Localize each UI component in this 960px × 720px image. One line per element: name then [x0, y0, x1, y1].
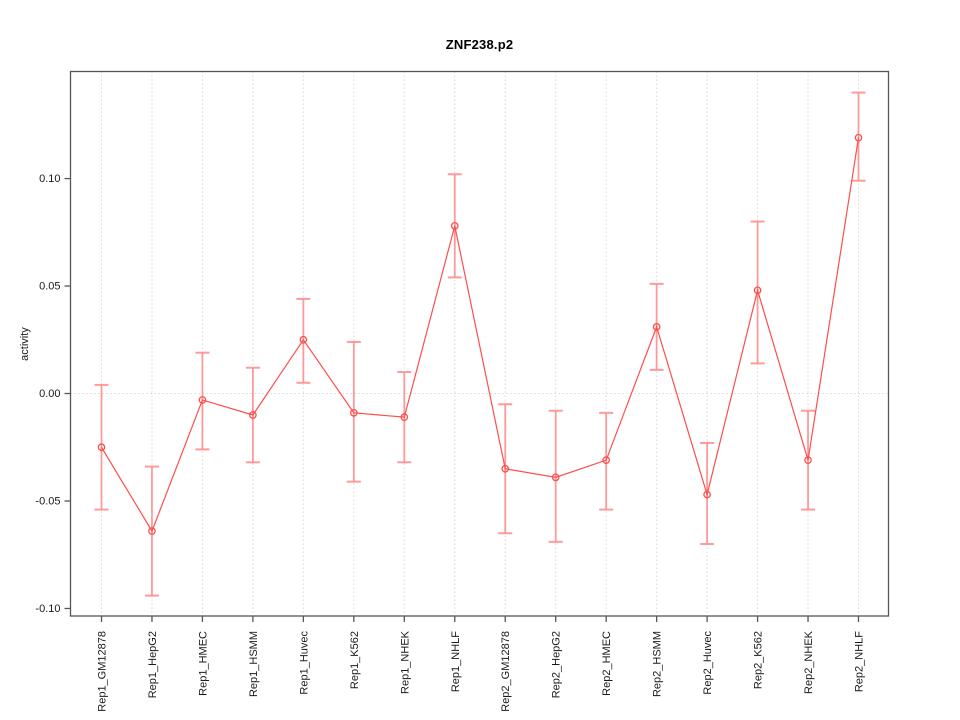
y-tick-label: -0.10 [35, 603, 60, 615]
data-point-marker [551, 473, 560, 482]
data-point-marker [854, 133, 863, 142]
x-category-label: Rep2_NHEK [803, 630, 815, 694]
x-category-label: Rep1_HepG2 [147, 631, 159, 698]
x-category-label: Rep1_Huvec [298, 631, 310, 695]
data-point-marker [450, 221, 459, 230]
data-point-marker [198, 396, 207, 404]
chart-title: ZNF238.p2 [445, 37, 514, 52]
data-point-marker [249, 411, 257, 419]
data-point-marker [400, 413, 409, 422]
x-category-label: Rep2_HSMM [652, 631, 664, 697]
x-category-label: Rep1_NHEK [399, 630, 411, 694]
y-tick-label: 0.05 [39, 281, 60, 293]
data-point-marker [97, 443, 106, 452]
y-tick-label: 0.00 [39, 388, 60, 400]
y-tick-label: 0.10 [39, 173, 60, 185]
data-point-marker [804, 456, 812, 465]
data-point-marker [753, 286, 762, 295]
data-point-marker [148, 527, 156, 535]
data-point-marker [299, 335, 308, 344]
x-category-label: Rep2_NHLF [854, 631, 866, 692]
x-category-label: Rep1_GM12878 [97, 631, 109, 712]
x-category-label: Rep1_HMEC [197, 631, 209, 696]
x-category-label: Rep2_GM12878 [500, 631, 512, 712]
x-category-label: Rep2_HMEC [601, 631, 613, 696]
data-point-marker [703, 490, 711, 499]
x-category-label: Rep2_Huvec [702, 631, 714, 695]
series-line [100, 137, 860, 533]
x-category-label: Rep1_K562 [349, 631, 361, 689]
x-category-label: Rep2_HepG2 [551, 631, 563, 698]
x-category-label: Rep1_NHLF [450, 631, 462, 692]
x-category-label: Rep1_HSMM [248, 631, 260, 697]
x-category-label: Rep2_K562 [753, 631, 765, 689]
plot-frame [69, 70, 890, 617]
data-point-marker [501, 464, 510, 473]
data-point-marker [652, 323, 661, 331]
data-point-marker [602, 456, 611, 465]
data-point-marker [349, 409, 358, 417]
y-tick-label: -0.05 [35, 495, 60, 507]
